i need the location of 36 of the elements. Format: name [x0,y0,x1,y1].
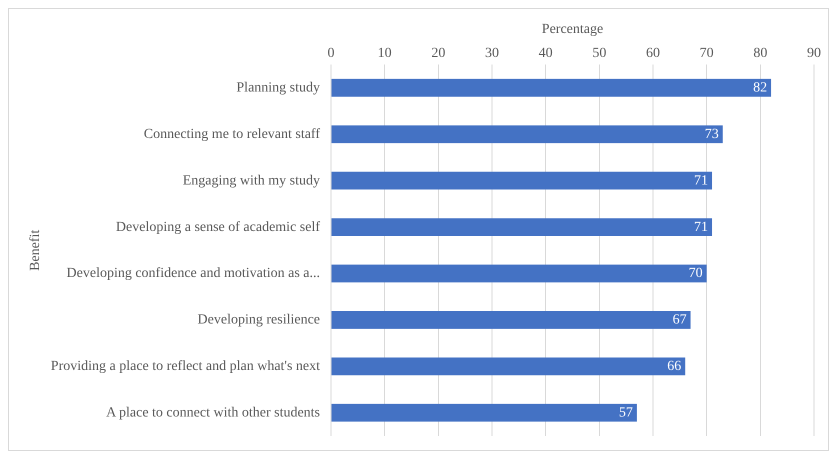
bar [332,264,707,282]
x-tick-label: 50 [592,46,606,61]
y-tick-label: Planning study [236,80,320,96]
data-label: 82 [753,80,768,96]
x-tick-label: 0 [328,46,335,61]
bar [332,357,686,376]
y-tick-label: Developing resilience [198,312,320,328]
y-tick-label: Connecting me to relevant staff [144,126,320,142]
data-label: 67 [672,312,687,328]
data-label: 66 [667,359,682,374]
x-tick-label: 20 [431,46,446,61]
x-tick-label: 70 [700,46,714,61]
bar [332,218,712,236]
y-tick-label: A place to connect with other students [106,405,320,420]
x-tick-label: 90 [807,46,821,61]
data-label: 70 [688,266,703,282]
data-label: 71 [694,220,708,235]
x-tick-label: 40 [538,46,553,61]
x-tick-label: 80 [753,46,768,61]
y-axis-title: Benefit [28,230,44,271]
bar [332,172,712,190]
bar [332,125,723,144]
y-tick-label: Developing a sense of academic self [116,220,320,235]
data-label: 71 [694,173,708,188]
data-label: 73 [704,126,719,142]
bar [332,404,637,422]
x-axis-title: Percentage [542,22,604,38]
x-tick-label: 30 [485,46,500,61]
y-tick-label: Providing a place to reflect and plan what's next [50,359,320,374]
data-label: 57 [618,405,633,420]
bar [332,311,691,329]
y-tick-label: Developing confidence and motivation as a... [66,266,320,282]
bar [332,78,772,97]
x-tick-label: 60 [646,46,660,61]
x-tick-label: 10 [378,46,392,61]
y-tick-label: Engaging with my study [182,173,320,188]
